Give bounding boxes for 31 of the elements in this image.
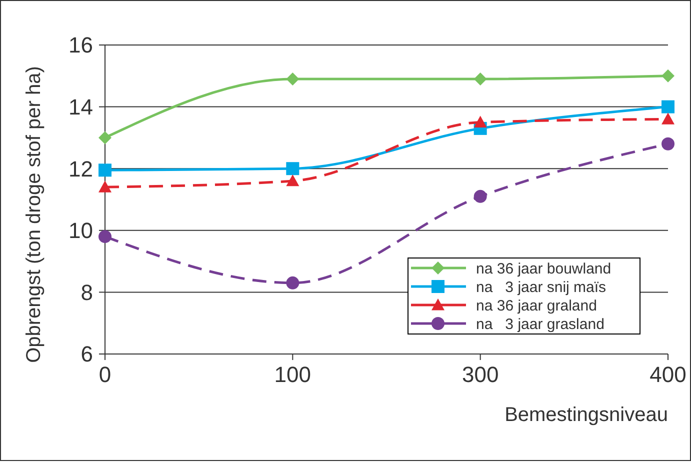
legend-label: na 3 jaar snij maïs xyxy=(476,278,606,296)
legend-label: na 36 jaar graland xyxy=(476,297,597,314)
point xyxy=(286,72,300,86)
point xyxy=(98,180,112,192)
x-axis-title: Bemestingsniveau xyxy=(504,404,668,426)
x-tick-label: 300 xyxy=(462,362,499,387)
point xyxy=(474,72,487,86)
y-tick-label: 14 xyxy=(68,94,93,120)
x-tick-label: 0 xyxy=(98,362,112,387)
y-tick-label: 16 xyxy=(68,32,93,58)
point xyxy=(662,69,674,82)
point xyxy=(662,100,674,114)
point xyxy=(98,164,112,177)
point xyxy=(98,230,112,244)
point xyxy=(474,116,487,128)
point xyxy=(286,276,300,290)
point xyxy=(474,190,487,203)
legend-label: na 3 jaar grasland xyxy=(476,316,604,333)
y-tick-label: 6 xyxy=(80,342,93,367)
y-axis-title: Opbrengst (ton droge stof per ha) xyxy=(23,66,45,363)
point xyxy=(662,112,674,124)
point xyxy=(662,137,674,150)
x-tick-label: 100 xyxy=(274,362,312,387)
y-tick-label: 10 xyxy=(68,218,93,244)
legend-label: na 36 jaar bouwland xyxy=(476,260,612,278)
point xyxy=(98,131,112,144)
point xyxy=(286,162,300,176)
point xyxy=(286,174,300,186)
y-tick-label: 12 xyxy=(68,156,93,182)
y-tick-label: 8 xyxy=(80,280,93,305)
x-tick-label: 400 xyxy=(650,362,686,387)
